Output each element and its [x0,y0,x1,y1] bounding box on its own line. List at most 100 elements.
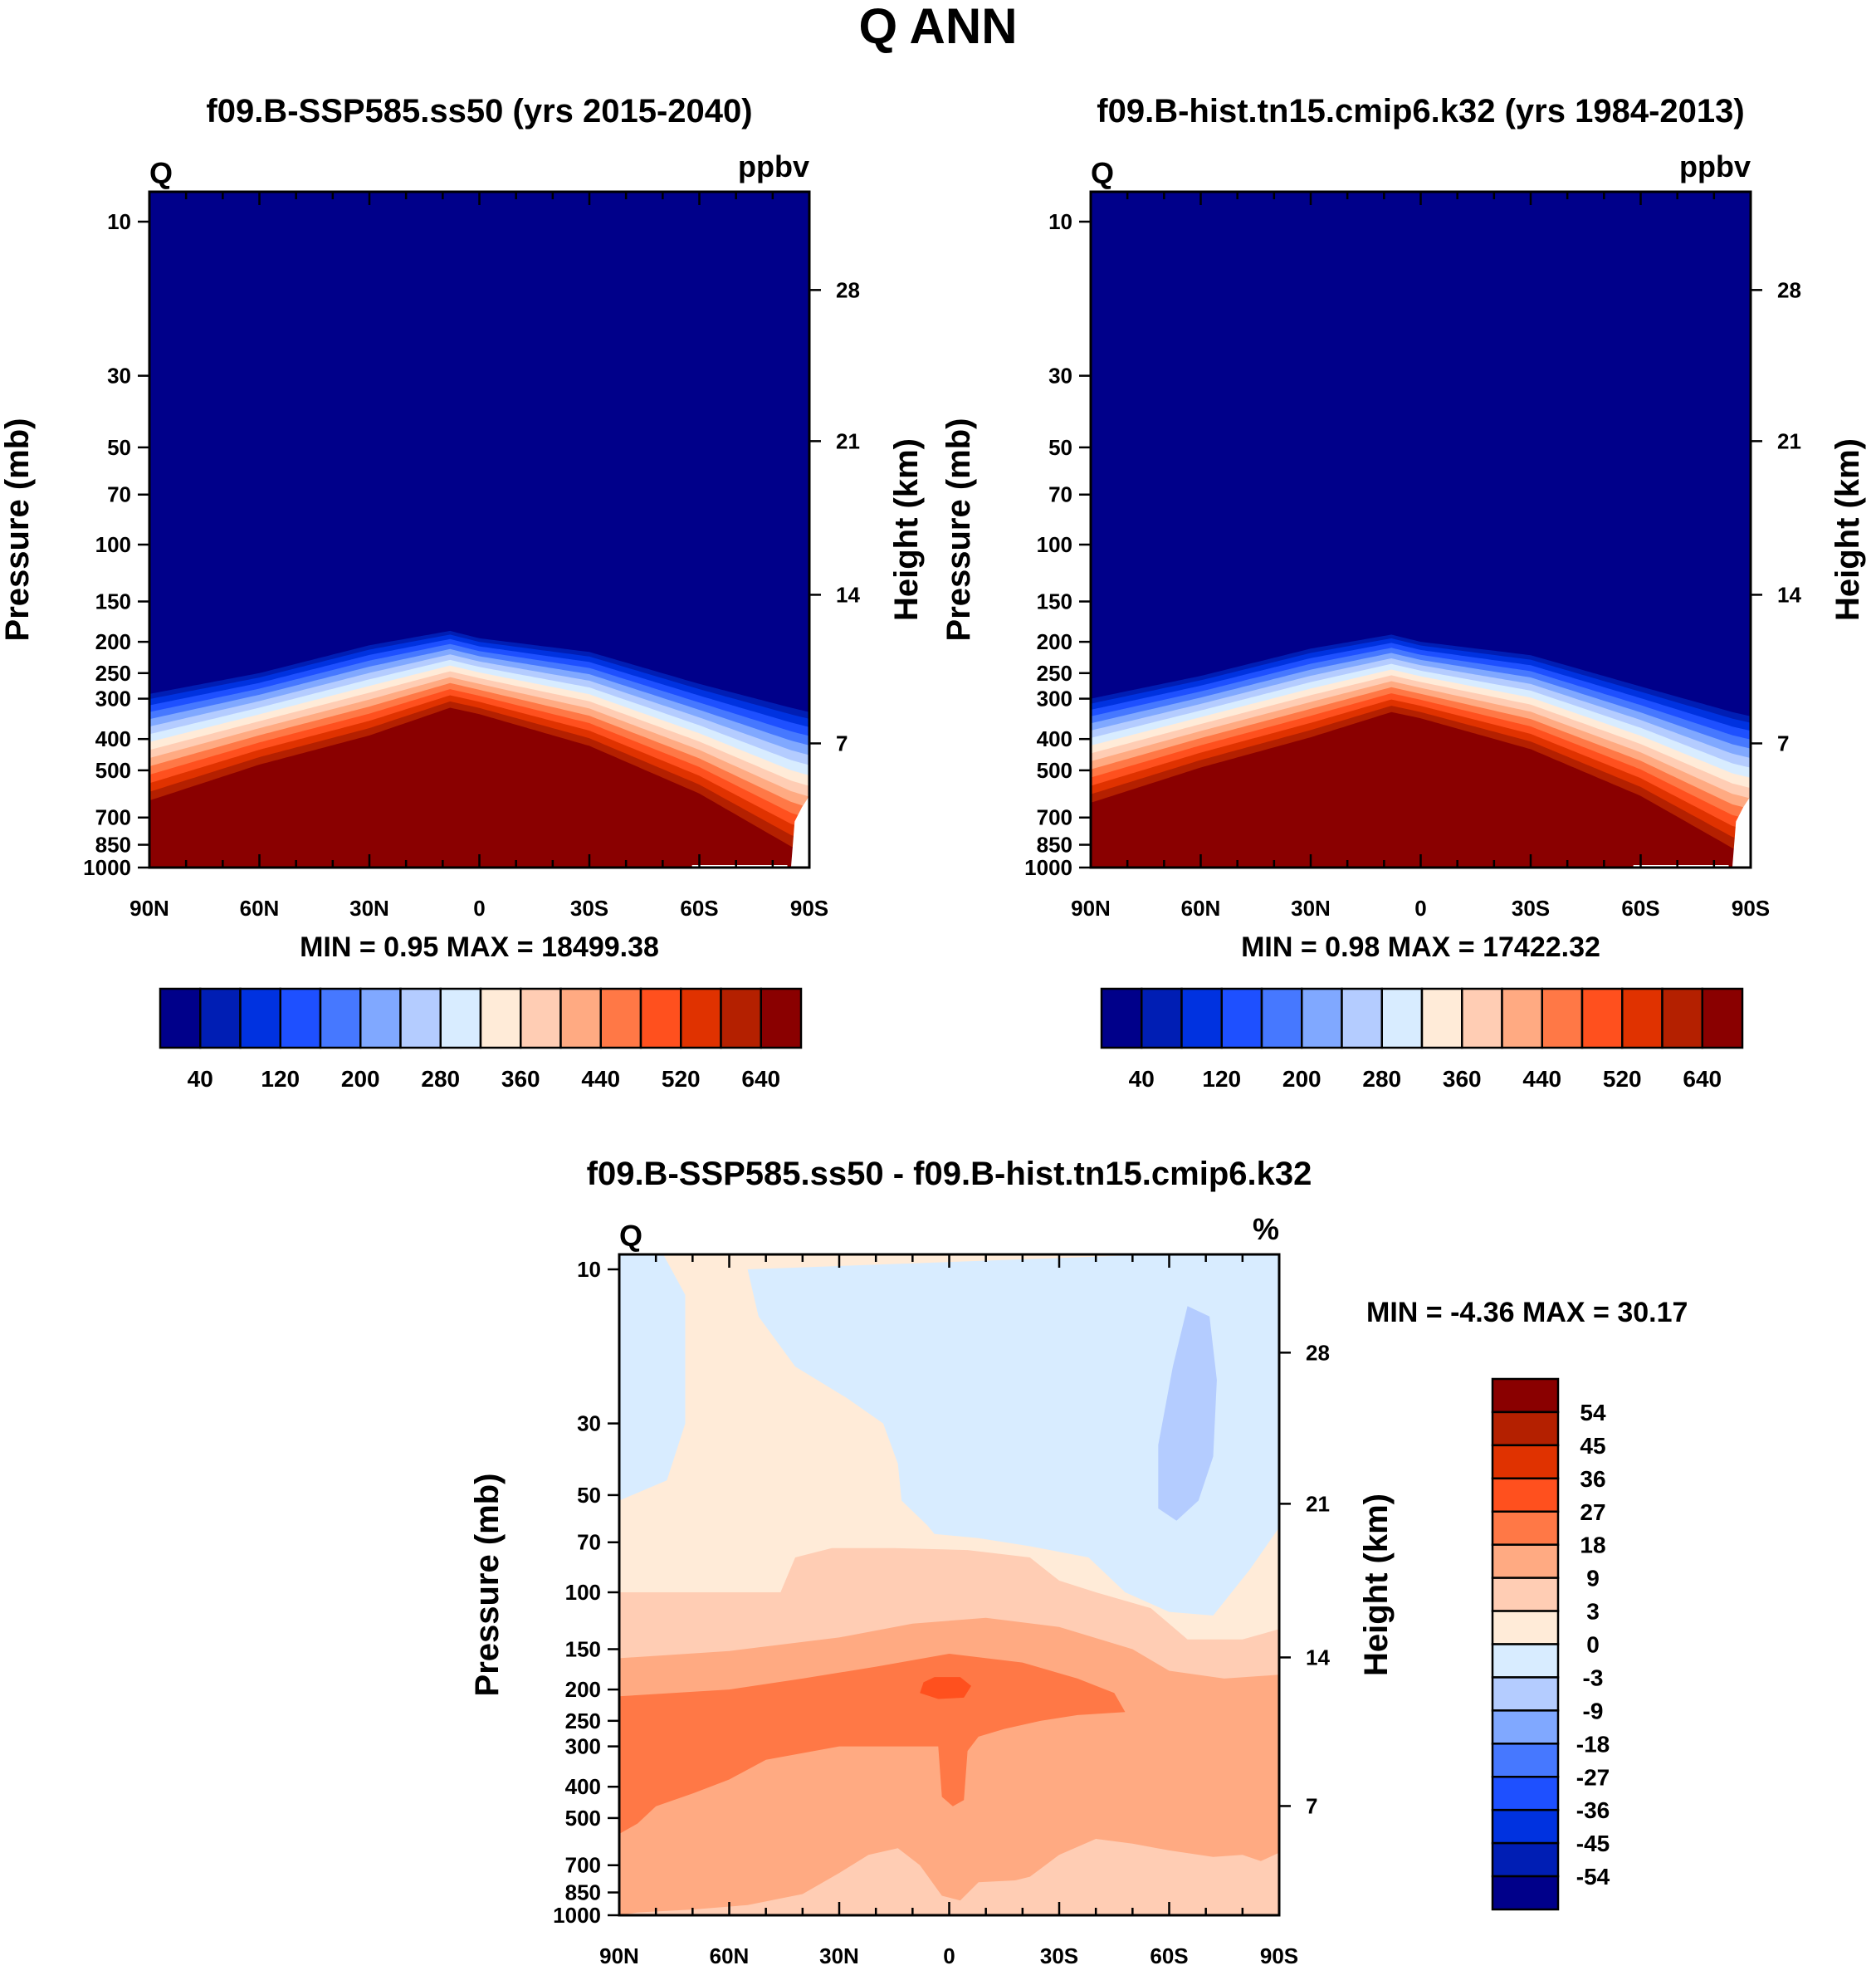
x-tick-label: 60N [240,896,280,921]
colorbar-cell [1100,987,1143,1049]
y-tick-label: 250 [1037,661,1072,686]
min-max-stats: MIN = 0.98 MAX = 17422.32 [1241,931,1600,963]
colorbar-label: 360 [1443,1066,1482,1092]
y-tick-label: 700 [565,1853,601,1878]
y-tick-label: 500 [1037,758,1072,783]
x-tick-label: 90S [1732,896,1770,921]
y-right-tick-label: 7 [1306,1793,1317,1818]
x-tick-label: 60S [1621,896,1659,921]
colorbar-label: -27 [1576,1764,1610,1790]
y-tick-label: 1000 [83,855,131,880]
y-right-tick-label: 21 [1777,428,1801,453]
y-tick-label: 30 [577,1411,601,1436]
colorbar-cell [680,987,722,1049]
units-label: ppbv [1679,149,1751,183]
colorbar: 40 120 200 280 360 440 520 640 [1100,987,1744,1092]
contour-region [619,1654,1126,1834]
y-tick-label: 1000 [1024,855,1072,880]
colorbar: 40 120 200 280 360 440 520 640 [159,987,803,1092]
y-tick-label: 850 [565,1880,601,1905]
x-tick-label: 0 [943,1943,955,1968]
panel-1: 90N 60N 30N 0 30S 60S 90S103050701001502002503… [0,93,925,1092]
colorbar-cell [1380,987,1424,1049]
colorbar-cell [1501,987,1543,1049]
x-tick-label: 60S [1150,1943,1188,1968]
colorbar-cell [1701,987,1744,1049]
y-right-axis-title: Height (km) [1358,1494,1395,1676]
colorbar-cell [1420,987,1463,1049]
y-tick-label: 500 [95,758,131,783]
x-tick-label: 0 [473,896,485,921]
contour-region [747,1254,1279,1616]
colorbar-label: 120 [261,1066,300,1092]
x-tick-label: 90S [1260,1943,1298,1968]
x-tick-label: 60S [680,896,718,921]
colorbar: 54 45 36 27 18 9 3 0 -3 -9 -18 -27 -36 -45 -54 [1491,1377,1610,1911]
colorbar-cell [239,987,281,1049]
y-right-tick-label: 14 [1777,582,1801,607]
y-axis-title: Pressure (mb) [940,418,977,642]
y-right-tick-label: 14 [836,582,860,607]
panel-title: f09.B-SSP585.ss50 (yrs 2015-2040) [206,93,752,130]
y-tick-label: 10 [1048,209,1072,234]
units-label: % [1253,1212,1279,1246]
contour-band [1091,711,1751,868]
y-right-tick-label: 28 [836,277,860,302]
x-tick-label: 30N [349,896,389,921]
colorbar-cell [1491,1776,1560,1811]
colorbar-label: 0 [1586,1632,1600,1658]
y-right-tick-label: 14 [1306,1645,1330,1670]
colorbar-label: 360 [501,1066,540,1092]
y-tick-label: 50 [1048,435,1072,460]
colorbar-cell [319,987,362,1049]
colorbar-cell [1491,1808,1560,1845]
x-tick-label: 90N [1071,896,1111,921]
missing-data-area [790,795,809,868]
colorbar-label: -54 [1576,1864,1610,1890]
colorbar-label: -45 [1576,1831,1610,1856]
colorbar-label: 9 [1586,1566,1600,1591]
min-max-stats: MIN = 0.95 MAX = 18499.38 [300,931,659,963]
colorbar-cell [1220,987,1263,1049]
colorbar-label: 200 [1282,1066,1322,1092]
colorbar-cell [1491,1743,1560,1778]
y-tick-label: 150 [565,1636,601,1661]
contour-band [149,707,809,868]
y-tick-label: 300 [1037,687,1072,711]
y-tick-label: 100 [1037,532,1072,557]
contour-region [1158,1306,1217,1521]
colorbar-label: 640 [1683,1066,1722,1092]
y-tick-label: 300 [95,687,131,711]
y-tick-label: 150 [95,589,131,614]
x-tick-label: 90S [790,896,828,921]
colorbar-label: 45 [1580,1433,1605,1459]
x-tick-label: 30S [570,896,608,921]
contour-field [619,1254,1279,1915]
contour-field [1091,192,1751,868]
y-right-tick-label: 7 [1777,731,1789,755]
colorbar-cell [279,987,322,1049]
x-tick-label: 30S [1512,896,1550,921]
colorbar-cell [359,987,402,1049]
panel-3: 90N 60N 30N 0 30S 60S 90S103050701001502002503… [469,1156,1688,1968]
colorbar-cell [1491,1444,1560,1480]
colorbar-cell [1491,1610,1560,1645]
colorbar-cell [1301,987,1343,1049]
colorbar-label: 280 [1362,1066,1401,1092]
x-tick-label: 90N [129,896,169,921]
variable-label: Q [1091,156,1114,190]
colorbar-cell [1491,1676,1560,1712]
colorbar-label: 200 [341,1066,380,1092]
y-tick-label: 500 [565,1806,601,1831]
colorbar-label: 640 [741,1066,780,1092]
y-tick-label: 200 [95,629,131,654]
y-tick-label: 50 [107,435,131,460]
y-right-tick-label: 28 [1306,1340,1330,1365]
y-tick-label: 700 [95,805,131,830]
colorbar-label: 120 [1202,1066,1241,1092]
colorbar-cell [760,987,803,1049]
y-right-tick-label: 21 [836,428,860,453]
y-tick-label: 70 [577,1530,601,1555]
y-tick-label: 100 [565,1580,601,1605]
colorbar-cell [159,987,202,1049]
